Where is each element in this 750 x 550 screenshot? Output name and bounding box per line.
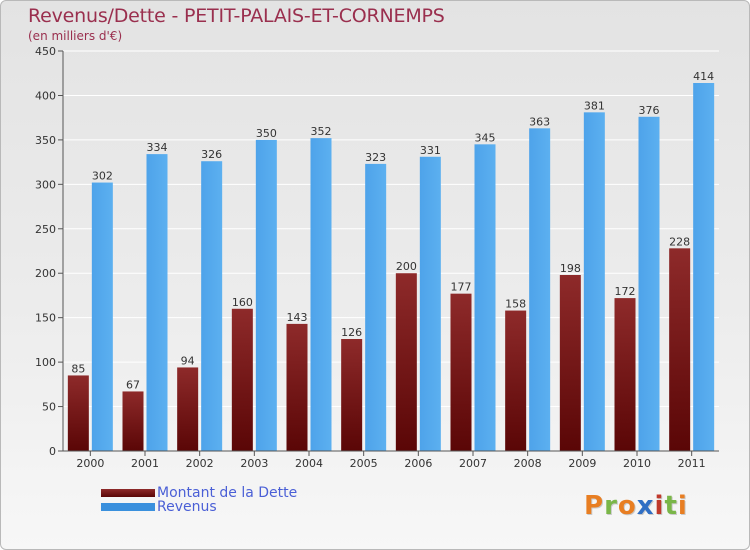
bar-debt (341, 339, 363, 451)
data-label-debt: 94 (181, 354, 195, 367)
x-tick-label: 2001 (131, 457, 159, 470)
bar-revenue (201, 161, 223, 451)
data-label-debt: 160 (232, 296, 253, 309)
data-label-revenue: 352 (311, 125, 332, 138)
logo-letter: x (636, 491, 655, 521)
data-label-debt: 85 (71, 362, 85, 375)
bar-revenue (583, 112, 605, 451)
data-label-debt: 200 (396, 260, 417, 273)
bar-debt (122, 391, 144, 451)
data-label-revenue: 414 (693, 70, 714, 83)
data-label-revenue: 334 (147, 141, 168, 154)
y-tick-label: 350 (35, 134, 56, 147)
x-tick-label: 2009 (568, 457, 596, 470)
x-tick-label: 2005 (350, 457, 378, 470)
y-tick-label: 150 (35, 312, 56, 325)
y-tick-label: 300 (35, 178, 56, 191)
y-tick-label: 450 (35, 45, 56, 58)
data-label-revenue: 323 (365, 151, 386, 164)
bar-debt (231, 308, 253, 451)
logo-letter: t (664, 491, 678, 521)
y-tick-label: 0 (49, 445, 56, 458)
data-label-debt: 158 (505, 298, 526, 311)
bar-debt (669, 248, 691, 451)
bar-debt (614, 298, 636, 451)
logo-letter: i (677, 491, 688, 521)
bar-revenue (638, 116, 660, 452)
bar-debt (395, 273, 417, 451)
logo-letter: o (617, 491, 637, 521)
x-tick-label: 2002 (186, 457, 214, 470)
bar-revenue (693, 83, 715, 451)
bar-revenue (91, 182, 113, 452)
x-tick-label: 2000 (76, 457, 104, 470)
bar-debt (559, 275, 581, 451)
y-tick-label: 400 (35, 89, 56, 102)
bar-revenue (310, 138, 332, 451)
bar-debt (505, 310, 527, 451)
data-label-debt: 143 (287, 311, 308, 324)
y-tick-label: 250 (35, 223, 56, 236)
legend-swatch-debt (101, 489, 155, 497)
data-label-revenue: 376 (639, 104, 660, 117)
y-tick-label: 100 (35, 356, 56, 369)
y-tick-label: 200 (35, 267, 56, 280)
data-label-revenue: 363 (529, 115, 550, 128)
data-label-debt: 228 (669, 235, 690, 248)
data-label-revenue: 345 (475, 131, 496, 144)
data-label-revenue: 326 (201, 148, 222, 161)
y-tick-label: 50 (42, 401, 56, 414)
logo-letter: P (584, 491, 605, 521)
bar-debt (450, 293, 472, 451)
legend-swatch-revenue (101, 503, 155, 511)
bar-debt (177, 367, 199, 451)
bar-debt (286, 323, 308, 451)
x-tick-label: 2007 (459, 457, 487, 470)
data-label-revenue: 302 (92, 170, 113, 183)
logo-letter: r (604, 491, 618, 521)
x-tick-label: 2004 (295, 457, 323, 470)
bar-revenue (474, 144, 496, 452)
bar-revenue (365, 163, 387, 451)
proxiti-logo: Proxiti (584, 491, 688, 521)
data-label-debt: 177 (451, 281, 472, 294)
bar-revenue (146, 154, 168, 451)
legend-label-revenue: Revenus (157, 499, 217, 515)
data-label-debt: 198 (560, 262, 581, 275)
x-tick-label: 2010 (623, 457, 651, 470)
bar-revenue (529, 128, 551, 451)
data-label-debt: 126 (341, 326, 362, 339)
x-tick-label: 2011 (678, 457, 706, 470)
x-tick-label: 2006 (404, 457, 432, 470)
data-label-revenue: 381 (584, 99, 605, 112)
data-label-revenue: 331 (420, 144, 441, 157)
legend-label-debt: Montant de la Dette (157, 485, 298, 501)
x-tick-label: 2003 (240, 457, 268, 470)
x-tick-label: 2008 (514, 457, 542, 470)
chart-title: Revenus/Dette - PETIT-PALAIS-ET-CORNEMPS (28, 5, 445, 27)
data-label-debt: 67 (126, 378, 140, 391)
bar-revenue (255, 139, 277, 451)
logo-letter: i (654, 491, 665, 521)
bar-debt (67, 375, 89, 451)
chart-subtitle: (en milliers d'€) (28, 29, 123, 43)
bar-revenue (419, 156, 441, 451)
data-label-debt: 172 (615, 285, 636, 298)
data-label-revenue: 350 (256, 127, 277, 140)
